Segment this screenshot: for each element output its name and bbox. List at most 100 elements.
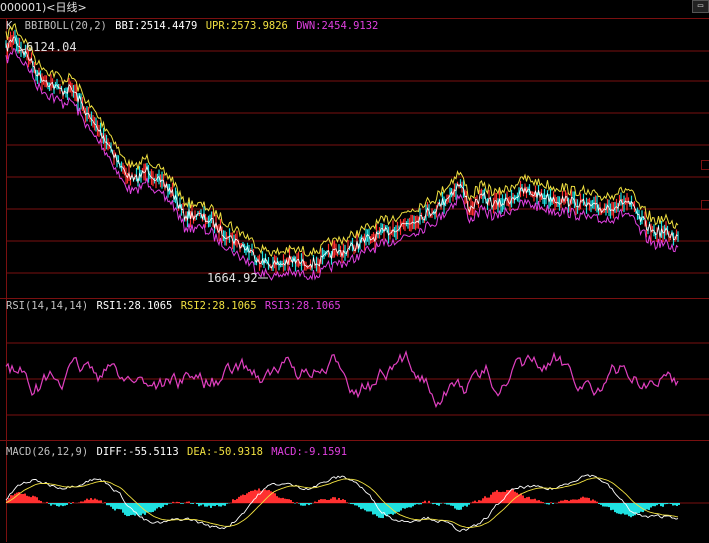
macd-bar	[82, 502, 84, 503]
macd-bar	[604, 503, 606, 507]
macd-bar	[590, 501, 592, 503]
macd-bar	[338, 498, 340, 503]
macd-bar	[438, 503, 440, 506]
macd-bar	[588, 498, 590, 503]
macd-bar	[660, 503, 662, 506]
macd-bar	[50, 503, 52, 506]
macd-bar	[54, 503, 56, 505]
macd-bar	[70, 503, 72, 504]
macd-bar	[46, 502, 48, 503]
macd-bar	[114, 503, 116, 510]
macd-bar	[548, 503, 550, 505]
macd-bar	[330, 499, 332, 503]
macd-bar	[124, 503, 126, 515]
macd-bar	[324, 499, 326, 503]
kline-pane[interactable]: K BBIBOLL(20,2) BBI:2514.4479 UPR:2573.9…	[0, 18, 709, 298]
macd-bar	[310, 503, 312, 504]
macd-bar	[478, 500, 480, 503]
macd-bar	[488, 498, 490, 503]
macd-bar	[550, 502, 552, 503]
macd-bar	[568, 501, 570, 503]
macd-bar	[172, 502, 174, 503]
macd-bar	[416, 503, 418, 504]
macd-bar	[62, 503, 64, 506]
macd-bar	[620, 503, 622, 514]
macd-bar	[668, 503, 670, 504]
macd-bar	[92, 500, 94, 503]
rsi-chart[interactable]	[0, 299, 709, 441]
macd-bar	[342, 499, 344, 503]
macd-bar	[580, 498, 582, 503]
macd-bar	[582, 497, 584, 503]
macd-bar	[32, 496, 34, 503]
macd-bar	[198, 503, 200, 506]
macd-bar	[446, 503, 448, 505]
macd-bar	[58, 503, 60, 507]
macd-bar	[656, 503, 658, 505]
macd-bar	[98, 500, 100, 503]
macd-bar	[216, 503, 218, 505]
macd-bar	[428, 501, 430, 503]
macd-bar	[652, 503, 654, 506]
macd-bar	[328, 500, 330, 503]
macd-bar	[462, 503, 464, 507]
macd-bar	[530, 499, 532, 503]
macd-bar	[654, 503, 656, 506]
macd-bar	[174, 502, 176, 503]
macd-bar	[218, 503, 220, 506]
macd-bar	[454, 503, 456, 508]
macd-bar	[602, 503, 604, 506]
macd-bar	[286, 499, 288, 503]
macd-bar	[670, 503, 672, 504]
macd-bar	[356, 503, 358, 506]
macd-bar	[460, 503, 462, 510]
macd-bar	[406, 503, 408, 508]
macd-bar	[606, 503, 608, 507]
macd-bar	[204, 503, 206, 507]
macd-bar	[64, 503, 66, 506]
macd-bar	[540, 502, 542, 503]
macd-bar	[332, 497, 334, 503]
macd-bar	[638, 503, 640, 513]
macd-bar	[502, 492, 504, 503]
macd-bar	[420, 503, 422, 504]
macd-bar	[314, 502, 316, 503]
kline-chart[interactable]	[0, 19, 709, 299]
macd-bar	[232, 499, 234, 503]
macd-bar	[456, 503, 458, 510]
macd-bar	[116, 503, 118, 509]
macd-bar	[258, 488, 260, 503]
macd-bar	[254, 490, 256, 503]
macd-bar	[246, 493, 248, 503]
macd-bar	[564, 500, 566, 503]
macd-bar	[370, 503, 372, 511]
macd-bar	[26, 496, 28, 503]
macd-bar	[418, 503, 420, 504]
macd-bar	[542, 502, 544, 503]
macd-pane[interactable]: MACD(26,12,9) DIFF:-55.5113 DEA:-50.9318…	[0, 440, 709, 542]
window-restore-button[interactable]: ▭	[692, 0, 709, 13]
macd-bar	[630, 503, 632, 517]
macd-bar	[466, 503, 468, 507]
macd-bar	[166, 503, 168, 505]
low-price-label: 1664.92	[207, 271, 258, 285]
macd-bar	[236, 499, 238, 503]
macd-bar	[538, 500, 540, 503]
rsi-pane[interactable]: RSI(14,14,14) RSI1:28.1065 RSI2:28.1065 …	[0, 298, 709, 440]
macd-bar	[28, 496, 30, 503]
macd-bar	[346, 502, 348, 503]
macd-bar	[190, 503, 192, 504]
macd-bar	[552, 503, 554, 504]
macd-chart[interactable]	[0, 441, 709, 543]
macd-bar	[524, 498, 526, 503]
macd-bar	[366, 503, 368, 511]
macd-bar	[572, 499, 574, 503]
macd-bar	[452, 503, 454, 506]
macd-bar	[322, 499, 324, 503]
macd-bar	[120, 503, 122, 509]
macd-bar	[566, 500, 568, 503]
macd-bar	[72, 502, 74, 503]
macd-bar	[576, 500, 578, 503]
macd-bar	[302, 503, 304, 506]
macd-bar	[170, 503, 172, 504]
